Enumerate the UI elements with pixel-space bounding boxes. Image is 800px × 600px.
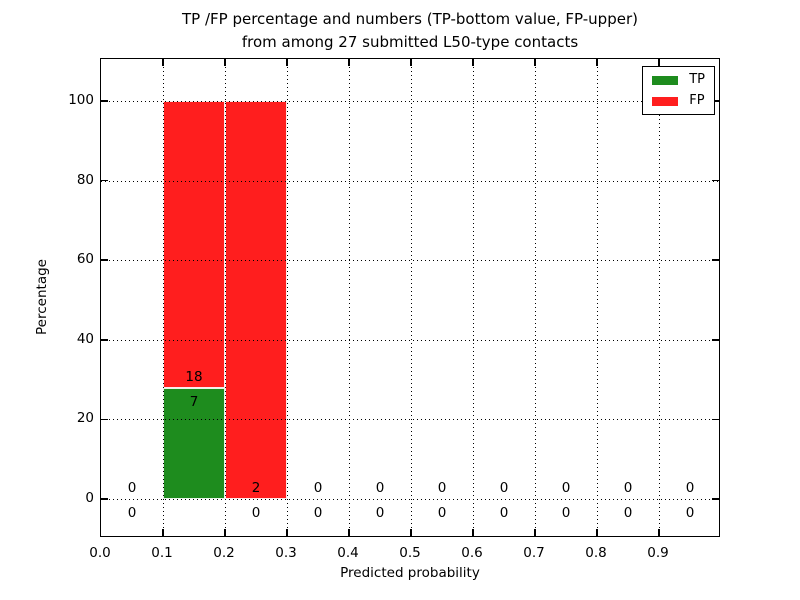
x-gridline <box>473 59 474 536</box>
fp-count-label: 0 <box>375 480 385 496</box>
x-tick-bottom <box>348 529 350 536</box>
y-axis-label: Percentage <box>34 259 50 335</box>
fp-count-label: 0 <box>499 480 509 496</box>
x-tick-bottom <box>410 529 412 536</box>
y-tick-left <box>101 100 108 102</box>
fp-count-label: 0 <box>623 480 633 496</box>
x-tick-top <box>286 59 288 66</box>
legend: TP FP <box>642 66 715 115</box>
y-gridline <box>101 419 719 421</box>
tp-count-label: 7 <box>189 393 199 410</box>
x-gridline <box>535 59 536 536</box>
x-tick-label: 0.9 <box>647 545 669 561</box>
y-tick-label: 100 <box>68 92 94 108</box>
tp-count-label: 0 <box>623 505 633 521</box>
x-tick-bottom <box>162 529 164 536</box>
x-tick-label: 0.5 <box>399 545 421 561</box>
x-tick-top <box>596 59 598 66</box>
fp-bar <box>225 101 287 499</box>
fp-count-label: 18 <box>185 368 203 385</box>
y-gridline <box>101 180 719 182</box>
x-tick-label: 0.1 <box>151 545 173 561</box>
tp-count-label: 0 <box>127 505 137 521</box>
x-axis-label: Predicted probability <box>340 565 480 581</box>
tp-count-label: 0 <box>437 505 447 521</box>
y-tick-right <box>712 259 719 261</box>
x-tick-bottom <box>224 529 226 536</box>
x-tick-label: 0.0 <box>89 545 111 561</box>
y-tick-right <box>712 179 719 182</box>
fp-count-label: 2 <box>251 480 261 496</box>
y-tick-right <box>712 339 719 341</box>
x-tick-bottom <box>286 529 288 536</box>
y-gridline <box>101 260 719 262</box>
x-tick-top <box>658 59 660 66</box>
y-tick-right <box>712 498 719 500</box>
x-tick-label: 0.3 <box>275 545 297 561</box>
x-tick-label: 0.8 <box>585 545 607 561</box>
x-gridline <box>225 59 226 536</box>
x-tick-label: 0.4 <box>337 545 359 561</box>
x-gridline <box>411 59 412 536</box>
tp-count-label: 0 <box>561 505 571 521</box>
x-tick-top <box>162 59 164 66</box>
x-tick-label: 0.6 <box>461 545 483 561</box>
x-tick-top <box>224 59 226 66</box>
tp-count-label: 0 <box>375 505 385 521</box>
y-tick-label: 0 <box>85 490 94 506</box>
tp-count-label: 0 <box>313 505 323 521</box>
x-tick-bottom <box>472 529 474 536</box>
legend-label-fp: FP <box>689 93 705 108</box>
y-tick-left <box>101 339 108 341</box>
y-gridline <box>101 499 719 500</box>
x-tick-bottom <box>658 529 660 536</box>
chart-title: TP /FP percentage and numbers (TP-bottom… <box>100 8 720 54</box>
x-gridline <box>659 59 660 536</box>
y-tick-left <box>101 179 108 182</box>
fp-count-label: 0 <box>127 480 137 496</box>
tp-count-label: 0 <box>251 505 261 521</box>
y-tick-left <box>101 259 108 261</box>
legend-label-tp: TP <box>689 72 705 87</box>
chart-title-line1: TP /FP percentage and numbers (TP-bottom… <box>182 10 638 28</box>
x-tick-bottom <box>596 529 598 536</box>
tp-swatch-icon <box>652 75 679 85</box>
x-tick-top <box>472 59 474 66</box>
legend-item-fp: FP <box>652 94 705 108</box>
chart-title-line2: from among 27 submitted L50-type contact… <box>241 33 579 51</box>
x-gridline <box>163 59 164 536</box>
x-tick-top <box>410 59 412 66</box>
plot-area: TP FP 0 0 18 7 2 0 0 0 0 0 0 0 0 0 0 0 0 0 0 0 <box>100 58 720 537</box>
fp-count-label: 0 <box>437 480 447 496</box>
y-gridline <box>101 339 719 341</box>
x-tick-top <box>348 59 350 66</box>
fp-swatch-icon <box>652 96 679 106</box>
y-tick-right <box>712 100 719 102</box>
tp-count-label: 0 <box>685 505 695 521</box>
y-tick-left <box>101 498 108 500</box>
legend-item-tp: TP <box>652 73 705 87</box>
x-gridline <box>287 59 288 536</box>
x-tick-label: 0.2 <box>213 545 235 561</box>
x-tick-label: 0.7 <box>523 545 545 561</box>
y-tick-left <box>101 418 108 421</box>
y-tick-label: 60 <box>76 251 94 268</box>
y-tick-label: 80 <box>76 171 94 188</box>
y-tick-right <box>712 418 719 421</box>
tp-count-label: 0 <box>499 505 509 521</box>
x-gridline <box>597 59 598 536</box>
fp-count-label: 0 <box>313 480 323 496</box>
fp-bar <box>163 101 225 388</box>
x-tick-bottom <box>534 529 536 536</box>
fp-count-label: 0 <box>561 480 571 496</box>
y-tick-label: 20 <box>76 410 94 427</box>
y-tick-label: 40 <box>76 330 94 347</box>
x-gridline <box>349 59 350 536</box>
fp-count-label: 0 <box>685 480 695 496</box>
y-gridline <box>101 101 719 102</box>
x-tick-top <box>534 59 536 66</box>
